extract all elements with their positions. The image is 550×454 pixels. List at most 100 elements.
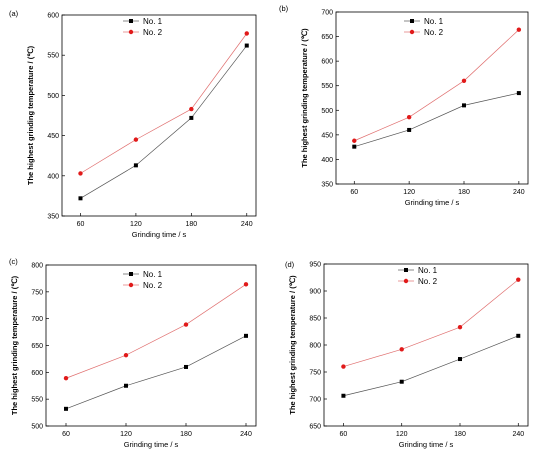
y-tick-label: 650 [31, 343, 43, 350]
data-point-no-2 [189, 106, 194, 112]
x-tick-label: 120 [396, 431, 408, 438]
series-line-no-1 [65, 335, 247, 410]
legend-label-no-1: No. 1 [424, 17, 444, 26]
data-point-no-1 [516, 91, 521, 96]
y-tick-label: 600 [47, 13, 59, 20]
data-point-no-1 [189, 115, 194, 120]
x-tick-label: 240 [240, 431, 252, 438]
chart-panel-a: 350 400 450 500 550 600 60 120 180 240 Grinding ti… [9, 9, 257, 239]
y-tick-label: 550 [47, 53, 59, 60]
x-tick-label: 120 [130, 221, 142, 228]
data-point-no-2 [516, 27, 522, 32]
data-point-no-1 [244, 43, 249, 48]
y-tick-label: 550 [31, 397, 43, 404]
plot-frame [323, 263, 529, 427]
panel-label: (d) [285, 260, 295, 269]
data-point-no-2 [123, 352, 129, 358]
x-tick-label: 180 [458, 189, 470, 196]
legend-label-no-2: No. 2 [418, 277, 438, 286]
legend-label-no-2: No. 2 [143, 281, 163, 290]
data-point-no-2 [352, 138, 357, 143]
y-tick-label: 500 [31, 424, 43, 431]
legend: No. 1 No. 2 [398, 266, 438, 286]
y-tick-label: 750 [31, 289, 43, 296]
series-line-no-1 [80, 45, 248, 199]
plot-frame [335, 11, 529, 185]
data-point-no-1 [462, 103, 466, 108]
legend-label-no-1: No. 1 [143, 270, 163, 279]
legend-label-no-2: No. 2 [424, 28, 444, 37]
x-tick-label: 180 [180, 431, 192, 438]
data-point-no-2 [399, 347, 404, 352]
data-point-no-1 [352, 144, 357, 149]
x-tick-label: 60 [340, 431, 348, 438]
x-tick-label: 180 [454, 431, 466, 438]
data-point-no-1 [341, 393, 346, 398]
y-tick-label: 700 [31, 316, 43, 323]
legend: No. 1 No. 2 [123, 270, 163, 290]
data-point-no-1 [407, 127, 412, 132]
series-line-no-2 [354, 29, 520, 142]
series-line-no-1 [354, 92, 519, 147]
series-line-no-2 [343, 279, 519, 367]
legend-marker-no-2 [409, 29, 415, 35]
y-tick-label: 700 [309, 397, 321, 404]
legend: No. 1 No. 2 [123, 17, 163, 37]
x-tick-label: 120 [403, 189, 415, 196]
data-point-no-1 [78, 196, 83, 201]
legend-marker-no-1 [129, 272, 133, 276]
chart-panel-b: 350 400 450 500 550 600 650 700 60 120 180 240 Grind… [279, 4, 529, 207]
y-tick-label: 750 [309, 370, 321, 377]
data-point-no-2 [341, 364, 346, 369]
y-tick-label: 350 [47, 214, 59, 221]
series-line-no-1 [343, 335, 519, 397]
legend-marker-no-1 [410, 19, 414, 23]
legend-label-no-1: No. 1 [418, 266, 438, 275]
y-tick-label: 400 [321, 157, 333, 164]
y-tick-label: 500 [47, 93, 59, 100]
data-point-no-1 [399, 379, 404, 384]
data-point-no-1 [124, 383, 128, 388]
y-axis-title: The highest grinding temperature / (℃) [300, 28, 309, 168]
x-axis-title: Grinding time / s [405, 198, 460, 207]
x-axis-title: Grinding time / s [132, 230, 187, 239]
x-axis-title: Grinding time / s [399, 440, 454, 449]
y-tick-label: 600 [31, 370, 43, 377]
y-tick-label: 450 [321, 132, 333, 139]
data-point-no-2 [133, 137, 139, 142]
x-tick-label: 120 [120, 431, 132, 438]
y-tick-label: 950 [309, 262, 321, 269]
legend: No. 1 No. 2 [404, 17, 444, 37]
y-tick-label: 400 [47, 173, 59, 180]
legend-marker-no-2 [128, 282, 134, 288]
y-tick-label: 850 [309, 316, 321, 323]
x-tick-label: 60 [62, 431, 70, 438]
data-point-no-1 [244, 333, 248, 338]
y-tick-label: 700 [321, 10, 333, 17]
data-point-no-1 [133, 163, 138, 168]
x-tick-label: 180 [185, 221, 197, 228]
data-point-no-2 [516, 277, 521, 282]
series-line-no-2 [65, 284, 247, 379]
y-tick-label: 800 [309, 343, 321, 350]
x-tick-label: 60 [77, 221, 85, 228]
panel-label: (c) [9, 257, 18, 266]
y-tick-label: 450 [47, 133, 59, 140]
y-tick-label: 550 [321, 83, 333, 90]
series-line-no-2 [80, 33, 248, 174]
chart-panel-c: 500 550 600 650 700 750 800 60 120 180 240 Grinding… [9, 257, 257, 449]
y-axis-title: The highest grinding temperature / (℃) [26, 45, 35, 185]
data-point-no-2 [243, 282, 249, 287]
legend-marker-no-1 [404, 268, 408, 272]
x-tick-label: 240 [512, 431, 524, 438]
legend-marker-no-2 [403, 278, 409, 284]
data-point-no-2 [78, 171, 83, 176]
data-point-no-1 [64, 406, 68, 411]
x-tick-label: 60 [350, 189, 358, 196]
x-tick-label: 240 [241, 221, 253, 228]
data-point-no-2 [183, 322, 189, 327]
legend-label-no-2: No. 2 [143, 28, 163, 37]
y-axis-title: The highest grinding temperature / (℃) [288, 275, 297, 415]
y-tick-label: 650 [321, 34, 333, 41]
